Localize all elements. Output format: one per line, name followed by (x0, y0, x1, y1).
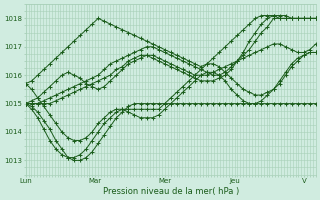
X-axis label: Pression niveau de la mer( hPa ): Pression niveau de la mer( hPa ) (103, 187, 239, 196)
